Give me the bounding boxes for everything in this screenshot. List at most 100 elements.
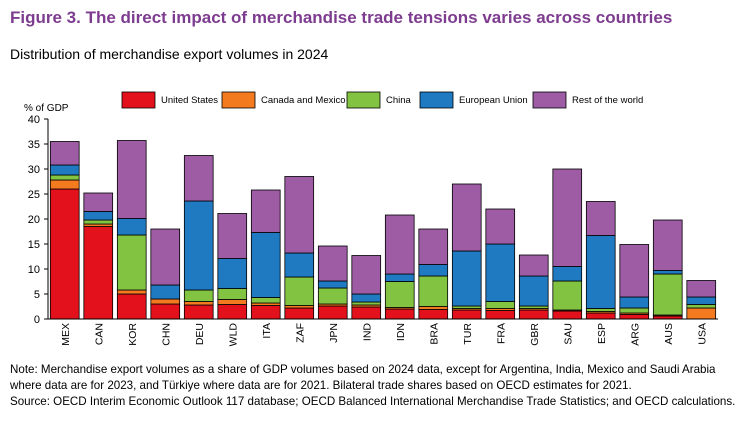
bar-segment: [317, 280, 348, 289]
x-tick-label: ZAF: [294, 323, 306, 343]
source-text: Source: OECD Interim Economic Outlook 11…: [10, 395, 736, 408]
bar-segment: [83, 226, 114, 320]
y-tick-label: 20: [28, 214, 40, 226]
x-tick-label: CAN: [93, 323, 105, 345]
bar-segment: [384, 273, 415, 282]
bar-segment: [284, 276, 315, 306]
x-tick-label: SAU: [562, 323, 574, 345]
bar-segment: [652, 270, 683, 275]
bar-segment: [183, 155, 214, 202]
x-tick-label: AUS: [663, 323, 675, 345]
bar-segment: [150, 228, 181, 286]
y-tick-label: 40: [28, 114, 40, 126]
x-tick-label: BRA: [428, 323, 440, 345]
legend-swatch: [532, 91, 567, 109]
figure-subtitle: Distribution of merchandise export volum…: [10, 46, 329, 62]
x-tick-label: KOR: [127, 323, 139, 346]
bar-segment: [284, 307, 315, 320]
bar-segment: [183, 289, 214, 302]
bar-segment: [585, 308, 616, 312]
bar-segment: [351, 293, 382, 303]
bar-segment: [485, 301, 516, 309]
legend-label: Canada and Mexico: [261, 95, 346, 106]
legend-swatch: [221, 91, 256, 109]
bar-segment: [49, 141, 80, 166]
bar-segment: [418, 264, 449, 277]
bar-segment: [317, 305, 348, 320]
figure-title: Figure 3. The direct impact of merchandi…: [10, 8, 673, 27]
x-tick-label: FRA: [495, 323, 507, 344]
bar-segment: [485, 243, 516, 302]
bar-segment: [384, 308, 415, 320]
bar-segment: [284, 252, 315, 278]
x-tick-label: CHN: [160, 323, 172, 346]
bar-segment: [150, 303, 181, 320]
legend-swatch: [419, 91, 454, 109]
bar-segment: [83, 192, 114, 212]
bar-segment: [418, 306, 449, 310]
y-tick-label: 30: [28, 164, 40, 176]
y-axis-label: % of GDP: [24, 103, 69, 114]
y-tick-label: 35: [28, 139, 40, 151]
bar-segment: [150, 284, 181, 300]
bar-segment: [451, 250, 482, 307]
x-tick-label: IND: [361, 323, 373, 342]
bar-segment: [250, 189, 281, 233]
bar-segment: [418, 309, 449, 320]
legend-label: United States: [161, 95, 218, 106]
bar-segment: [552, 266, 583, 282]
bar-segment: [652, 273, 683, 316]
bar-segment: [619, 314, 650, 320]
bar-segment: [83, 211, 114, 221]
bar-segment: [619, 307, 650, 314]
legend-label: European Union: [459, 95, 528, 106]
bar-segment: [351, 306, 382, 320]
bar-segment: [585, 201, 616, 236]
legend-swatch: [346, 91, 381, 109]
x-tick-label: USA: [696, 323, 708, 345]
bar-segment: [384, 281, 415, 308]
notes-block: Note: Merchandise export volumes as a sh…: [10, 362, 735, 410]
bar-segment: [317, 287, 348, 305]
bar-segment: [686, 280, 717, 298]
x-tick-label: IDN: [395, 323, 407, 341]
bar-segment: [116, 140, 147, 219]
bar-segment: [49, 179, 80, 190]
x-tick-label: MEX: [60, 323, 72, 346]
bar-segment: [217, 304, 248, 320]
bar-segment: [217, 288, 248, 300]
bar-segment: [518, 275, 549, 307]
bar-segment: [686, 304, 717, 309]
bar-segment: [518, 309, 549, 320]
x-tick-label: ITA: [261, 323, 273, 339]
bar-segment: [552, 168, 583, 267]
y-tick-label: 0: [34, 314, 40, 326]
x-tick-label: ARG: [629, 323, 641, 346]
bar-segment: [418, 228, 449, 265]
x-tick-label: TUR: [462, 323, 474, 345]
y-tick-label: 15: [28, 239, 40, 251]
bar-segment: [116, 218, 147, 236]
x-tick-label: JPN: [328, 323, 340, 343]
bar-segment: [317, 245, 348, 282]
bar-segment: [217, 258, 248, 289]
bar-segment: [183, 304, 214, 320]
bar-segment: [552, 280, 583, 311]
bar-segment: [116, 289, 147, 295]
y-tick-label: 10: [28, 264, 40, 276]
bar-segment: [183, 200, 214, 291]
legend-label: China: [386, 95, 412, 106]
stacked-bar-chart: % of GDP 0 5 10 15 20 25 30 35 40 MEX CAN KOR CHN DEU W…: [24, 91, 718, 347]
bar-segment: [351, 255, 382, 295]
bar-segment: [652, 219, 683, 271]
bar-segment: [250, 232, 281, 298]
x-tick-label: GBR: [529, 323, 541, 346]
bar-segment: [619, 296, 650, 309]
bar-segment: [518, 254, 549, 277]
bar-segment: [418, 275, 449, 307]
bar-segment: [485, 310, 516, 320]
legend-label: Rest of the world: [572, 95, 643, 106]
bar-segment: [686, 296, 717, 305]
x-tick-label: WLD: [227, 323, 239, 347]
x-tick-label: ESP: [596, 323, 608, 344]
